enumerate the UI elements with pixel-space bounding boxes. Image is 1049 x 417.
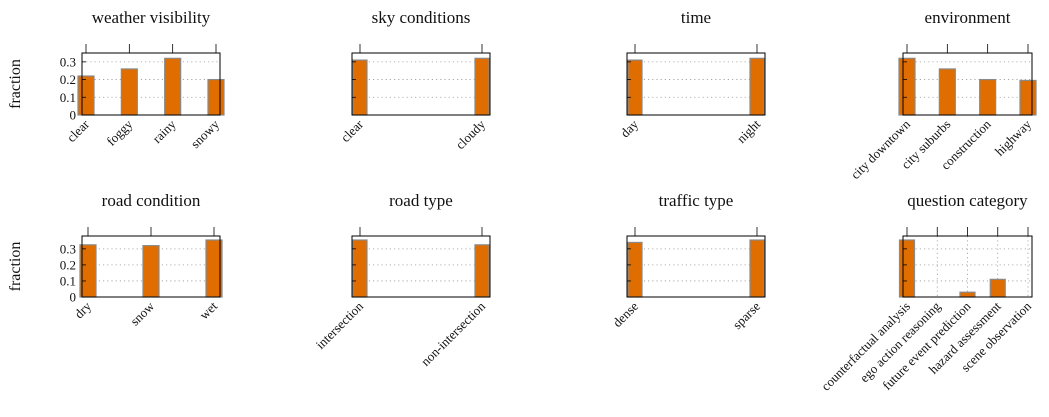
chart-title: weather visibility <box>92 8 211 27</box>
plot-frame <box>81 235 221 298</box>
x-tick-label: dense <box>610 298 642 330</box>
y-tick-label: 0.2 <box>60 72 76 87</box>
y-tick-label: 0 <box>70 108 77 123</box>
bar <box>979 78 997 116</box>
y-axis-label: fraction <box>7 242 24 292</box>
x-tick-label: non-intersection <box>418 298 489 369</box>
bar <box>898 57 916 116</box>
y-axis-label: fraction <box>7 59 24 109</box>
x-tick-label: wet <box>196 298 220 322</box>
y-tick-label: 0.1 <box>60 273 76 288</box>
bar <box>959 291 976 298</box>
chart-title: question category <box>907 191 1028 210</box>
plot-frame <box>351 235 491 298</box>
bar <box>749 57 765 116</box>
x-tick-label: sparse <box>730 298 764 332</box>
bar <box>1019 79 1037 116</box>
chart-panel-6: road type intersection non-intersection <box>313 191 491 369</box>
bar <box>474 244 490 298</box>
y-tick-label: 0.3 <box>60 54 76 69</box>
bar <box>989 278 1006 298</box>
y-tick-label: 0 <box>70 290 77 305</box>
y-tick-label: 0.2 <box>60 257 76 272</box>
bar <box>207 78 225 116</box>
bar <box>120 68 138 116</box>
x-tick-label: clear <box>338 116 367 145</box>
bar <box>938 68 956 116</box>
plot-frame <box>626 235 766 298</box>
chart-title: road type <box>389 191 453 210</box>
plot-frame <box>81 52 221 116</box>
bar <box>749 239 765 298</box>
plot-frame <box>351 52 491 116</box>
x-tick-label: clear <box>64 116 93 145</box>
bar <box>77 75 95 116</box>
chart-title: sky conditions <box>372 8 471 27</box>
x-tick-label: night <box>734 116 764 146</box>
x-tick-label: highway <box>992 116 1035 159</box>
chart-title: environment <box>925 8 1011 27</box>
plot-frame <box>902 235 1033 298</box>
plot-frame <box>902 52 1033 116</box>
x-tick-label: cloudy <box>452 116 488 152</box>
chart-panel-2: sky conditions clear cloudy <box>338 8 491 152</box>
chart-title: traffic type <box>659 191 734 210</box>
x-tick-label: foggy <box>103 116 135 148</box>
plot-frame <box>626 52 766 116</box>
x-tick-label: day <box>617 116 641 140</box>
x-tick-label: city downtown <box>848 116 914 182</box>
x-tick-label: intersection <box>313 298 367 352</box>
chart-title: time <box>681 8 711 27</box>
bar <box>627 241 643 298</box>
x-tick-label: snowy <box>188 116 223 151</box>
x-tick-label: rainy <box>149 116 179 146</box>
chart-panel-3: time day night <box>617 8 766 146</box>
bar <box>142 245 160 298</box>
chart-panel-1: weather visibility clear foggy rainy snowy 0 0… <box>7 8 225 151</box>
y-tick-label: 0.3 <box>60 241 76 256</box>
bar <box>627 59 643 116</box>
bar <box>474 57 490 116</box>
chart-title: road condition <box>102 191 201 210</box>
chart-panel-7: traffic type dense sparse <box>610 191 766 332</box>
bar <box>164 57 182 116</box>
y-tick-label: 0.1 <box>60 90 76 105</box>
bar <box>352 59 368 116</box>
x-tick-label: snow <box>127 298 157 328</box>
